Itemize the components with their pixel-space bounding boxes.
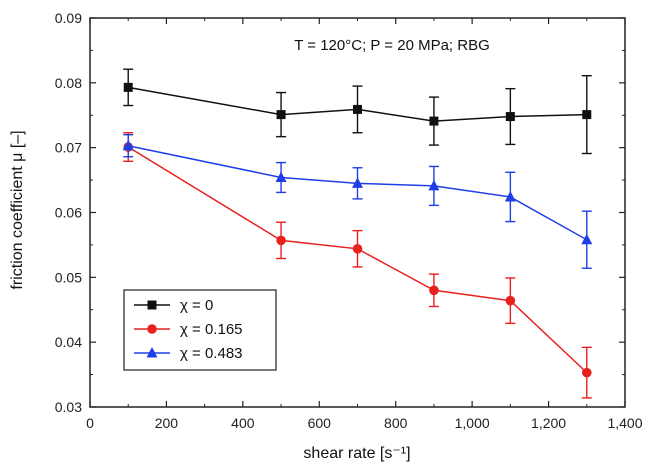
data-point xyxy=(428,179,440,191)
series-line xyxy=(128,144,588,241)
series-2 xyxy=(122,133,593,269)
data-point xyxy=(276,235,286,246)
y-tick-label: 0.03 xyxy=(55,399,82,415)
data-point xyxy=(122,139,134,151)
axes: 0 200 400 600 800 1,000 1,200 1,400 0.03 0.04 0.05… xyxy=(55,10,643,431)
data-point xyxy=(353,104,362,114)
y-tick-label: 0.04 xyxy=(55,334,82,350)
data-point xyxy=(581,233,593,245)
x-axis-title: shear rate [s⁻¹] xyxy=(303,445,410,462)
x-tick-label: 200 xyxy=(155,415,179,431)
x-tick-label: 800 xyxy=(384,415,408,431)
y-axis-title: friction coefficient μ [–] xyxy=(9,130,26,289)
data-point xyxy=(429,285,439,296)
y-tick-label: 0.07 xyxy=(55,140,82,156)
legend-marker xyxy=(147,324,157,334)
legend: χ = 0 χ = 0.165 χ = 0.483 xyxy=(123,289,277,371)
x-tick-label: 0 xyxy=(86,415,94,431)
series-0 xyxy=(123,68,592,155)
y-tick-label: 0.09 xyxy=(55,10,82,26)
series-line xyxy=(127,146,588,374)
annotation: T = 120°C; P = 20 MPa; RBG xyxy=(294,37,490,54)
data-point xyxy=(352,177,363,188)
x-tick-label: 400 xyxy=(231,415,255,431)
data-point xyxy=(352,244,363,254)
data-point xyxy=(581,367,592,378)
plot-marks xyxy=(122,68,593,399)
y-tick-label: 0.06 xyxy=(55,205,82,221)
legend-marker xyxy=(146,347,158,358)
data-point xyxy=(505,295,516,306)
data-point xyxy=(123,82,133,92)
data-point xyxy=(276,110,286,120)
x-tick-label: 1,000 xyxy=(455,415,490,431)
data-point xyxy=(582,110,592,120)
x-tick-label: 1,400 xyxy=(607,415,642,431)
x-tick-label: 600 xyxy=(308,415,332,431)
legend-label: χ = 0.483 xyxy=(180,345,243,362)
series-line xyxy=(128,86,587,122)
data-point xyxy=(505,112,515,122)
legend-label: χ = 0.165 xyxy=(180,321,243,338)
y-tick-label: 0.05 xyxy=(55,269,82,285)
data-point xyxy=(504,190,516,202)
legend-marker xyxy=(147,300,157,310)
x-tick-label: 1,200 xyxy=(531,415,566,431)
data-point xyxy=(275,171,287,182)
legend-label: χ = 0 xyxy=(180,297,213,314)
data-point xyxy=(429,116,439,126)
y-tick-label: 0.08 xyxy=(55,75,82,91)
